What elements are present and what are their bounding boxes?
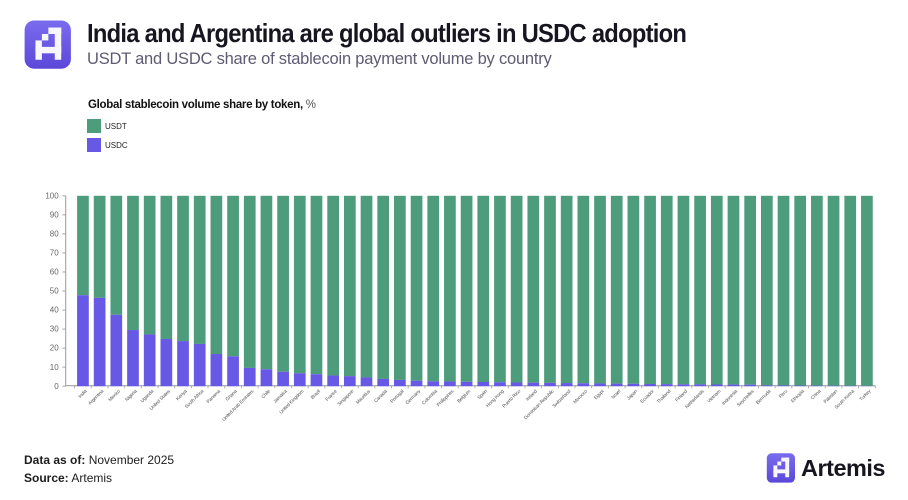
svg-text:Netherlands: Netherlands <box>684 388 706 410</box>
svg-text:Germany: Germany <box>405 388 423 406</box>
svg-text:Portugal: Portugal <box>389 389 405 405</box>
svg-text:Spain: Spain <box>476 388 489 401</box>
svg-text:Singapore: Singapore <box>336 388 355 407</box>
svg-text:Uganda: Uganda <box>140 388 156 404</box>
svg-text:Ecuador: Ecuador <box>639 388 656 405</box>
svg-text:Nigeria: Nigeria <box>124 388 139 403</box>
svg-text:Peru: Peru <box>778 388 789 399</box>
svg-text:Switzerland: Switzerland <box>551 388 572 409</box>
svg-text:Philippines: Philippines <box>436 388 456 408</box>
svg-text:0: 0 <box>54 382 59 391</box>
svg-text:Pakistan: Pakistan <box>823 388 840 405</box>
svg-text:Israel: Israel <box>610 389 622 401</box>
svg-text:30: 30 <box>50 325 59 334</box>
svg-text:90: 90 <box>50 210 59 219</box>
svg-text:Argentina: Argentina <box>87 388 105 406</box>
svg-text:80: 80 <box>50 229 59 238</box>
svg-text:Ethiopia: Ethiopia <box>790 388 806 404</box>
svg-text:10: 10 <box>50 363 59 372</box>
svg-text:France: France <box>324 388 339 403</box>
svg-text:50: 50 <box>50 287 59 296</box>
svg-text:Canada: Canada <box>373 388 389 404</box>
svg-text:Finland: Finland <box>674 388 689 403</box>
svg-text:60: 60 <box>50 268 59 277</box>
svg-text:Mauritius: Mauritius <box>355 388 373 406</box>
svg-text:United Arab Emirates: United Arab Emirates <box>221 388 256 423</box>
svg-text:70: 70 <box>50 249 59 258</box>
svg-text:Bermuda: Bermuda <box>755 388 773 406</box>
svg-text:China: China <box>810 388 823 401</box>
svg-text:Kenya: Kenya <box>175 388 189 402</box>
svg-text:Vietnam: Vietnam <box>706 389 722 405</box>
svg-text:40: 40 <box>50 306 59 315</box>
svg-text:Puerto Rico: Puerto Rico <box>501 388 522 409</box>
svg-text:Japan: Japan <box>626 388 639 401</box>
svg-text:India: India <box>77 388 88 399</box>
svg-text:Belgium: Belgium <box>456 389 472 405</box>
svg-text:Brazil: Brazil <box>310 389 322 401</box>
svg-text:Egypt: Egypt <box>593 388 606 401</box>
svg-text:Morocco: Morocco <box>572 388 589 405</box>
svg-text:Mexico: Mexico <box>107 388 122 403</box>
svg-text:Chile: Chile <box>260 388 272 400</box>
svg-text:Seychelles: Seychelles <box>736 388 756 408</box>
svg-text:Ghana: Ghana <box>225 388 239 402</box>
svg-text:20: 20 <box>50 344 59 353</box>
svg-text:Turkey: Turkey <box>858 388 872 402</box>
svg-text:Dominican Republic: Dominican Republic <box>523 388 556 421</box>
svg-text:Ireland: Ireland <box>525 388 539 402</box>
svg-text:Panama: Panama <box>206 388 223 405</box>
svg-text:100: 100 <box>45 191 59 200</box>
svg-text:Thailand: Thailand <box>656 388 673 405</box>
svg-text:Jamaica: Jamaica <box>272 388 288 404</box>
